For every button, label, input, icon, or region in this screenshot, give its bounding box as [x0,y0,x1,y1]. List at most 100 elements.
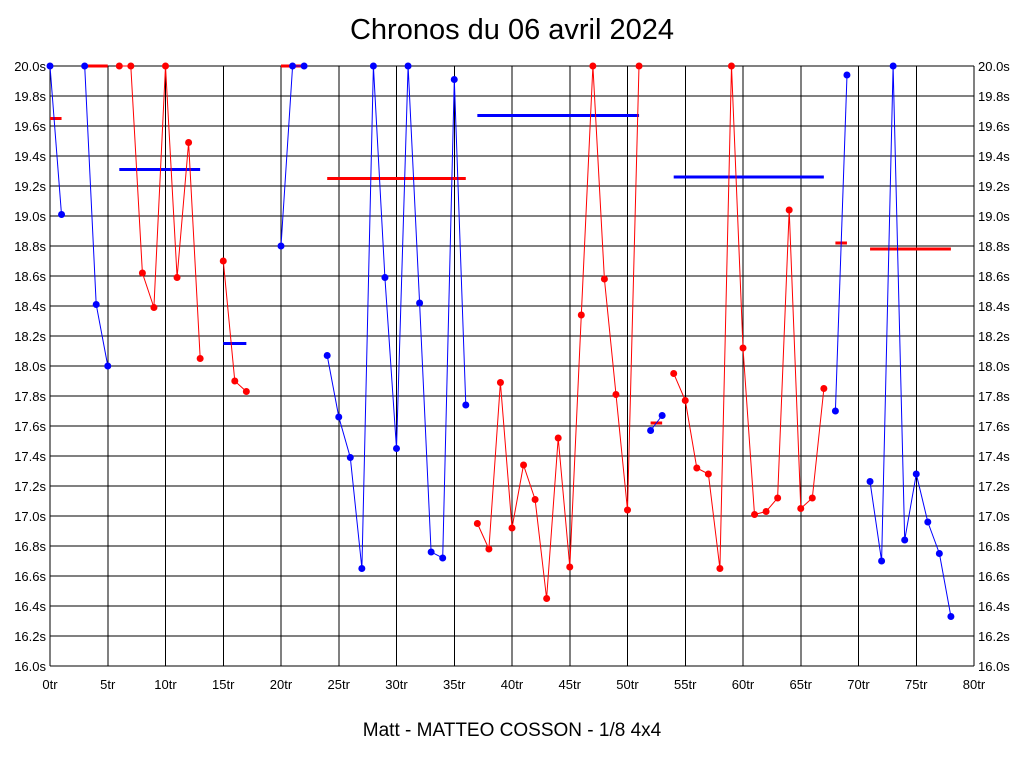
y-tick-label-right: 17.0s [978,509,1010,524]
lap-point [369,62,377,70]
y-tick-label: 19.4s [14,149,46,164]
y-tick-label-right: 20.0s [978,59,1010,74]
lap-point [439,554,447,562]
y-tick-label: 19.8s [14,89,46,104]
lap-point [485,545,493,553]
x-tick-label: 70tr [847,677,870,692]
y-tick-label-right: 18.6s [978,269,1010,284]
lap-point [670,370,678,377]
lap-point [866,478,874,485]
x-axis-ticks: 0tr 5tr 10tr 15tr 20tr 25tr 30tr 35tr 40tr 45tr 50… [42,677,985,692]
y-tick-label-right: 16.2s [978,629,1010,644]
series-segment [323,62,470,572]
x-tick-label: 45tr [559,677,582,692]
y-tick-label-right: 18.0s [978,359,1010,374]
x-tick-label: 30tr [385,677,408,692]
lap-point [751,511,759,518]
lap-point [543,595,551,602]
series-line [834,74,848,412]
lap-point [416,299,424,307]
x-tick-label: 65tr [790,677,813,692]
lap-point [127,62,135,70]
x-tick-label: 25tr [328,677,351,692]
lap-point [81,62,89,70]
x-tick-label: 20tr [270,677,293,692]
y-tick-label: 17.0s [14,509,46,524]
y-tick-label-right: 18.4s [978,299,1010,314]
lap-point [704,470,712,478]
x-tick-label: 35tr [443,677,466,692]
lap-point [219,257,227,265]
lap-point [901,536,909,544]
lap-point [912,470,920,478]
lap-point [739,344,747,352]
lap-point [774,494,782,502]
lap-point [335,413,343,421]
series-segment [115,62,204,362]
lap-point [843,71,851,79]
y-tick-label-right: 17.6s [978,419,1010,434]
lap-point [150,304,158,311]
lap-point [554,434,562,442]
y-tick-label: 16.6s [14,569,46,584]
x-axis-label: Matt - MATTEO COSSON - 1/8 4x4 [362,720,662,741]
y-tick-label-right: 17.8s [978,389,1010,404]
lap-point [289,62,297,70]
y-tick-label-right: 18.2s [978,329,1010,344]
y-tick-label-right: 18.8s [978,239,1010,254]
series-line [869,65,952,617]
y-tick-label: 18.4s [14,299,46,314]
x-tick-label: 75tr [905,677,928,692]
lap-point [346,454,354,461]
y-tick-label-right: 19.6s [978,119,1010,134]
grid [49,65,975,667]
series-segment [219,257,250,395]
series-segment [866,62,955,620]
y-axis-left-ticks: 16.0s 16.2s 16.4s 16.6s 16.8s 17.0s 17.2s 17.4s… [14,59,46,674]
y-tick-label-right: 16.6s [978,569,1010,584]
y-tick-label: 18.6s [14,269,46,284]
series-segment [46,62,66,218]
series-line [49,65,62,215]
y-tick-label-right: 19.2s [978,179,1010,194]
lap-point [820,385,828,392]
lap-point [935,550,943,557]
lap-point [693,464,701,472]
lap-point [612,391,620,398]
y-tick-label: 17.8s [14,389,46,404]
y-tick-label: 18.0s [14,359,46,374]
lap-point [231,377,239,385]
lap-point [924,518,932,526]
y-tick-label-right: 19.8s [978,89,1010,104]
lap-point [681,397,689,404]
lap-point [808,494,816,502]
lap-point [566,563,574,571]
y-tick-label: 16.8s [14,539,46,554]
lap-point [300,62,308,70]
y-axis-right-ticks: 16.0s 16.2s 16.4s 16.6s 16.8s 17.0s 17.2s 17.4s… [978,59,1010,674]
series-segment [647,412,666,434]
lap-point [727,62,735,70]
y-tick-label: 17.4s [14,449,46,464]
lap-series [46,62,955,620]
y-tick-label: 19.6s [14,119,46,134]
lap-point [138,269,146,277]
x-tick-label: 40tr [501,677,524,692]
y-tick-label: 18.8s [14,239,46,254]
series-line [476,65,640,599]
lap-point [323,352,331,359]
lap-point [427,548,435,556]
y-tick-label: 16.4s [14,599,46,614]
lap-point [358,565,366,572]
lap-point [520,461,528,469]
lap-point [797,505,805,512]
lap-point [785,206,793,214]
series-segment [670,62,828,572]
lap-point [473,520,481,527]
y-tick-label-right: 17.4s [978,449,1010,464]
lap-point [589,62,597,70]
x-tick-label: 15tr [212,677,235,692]
lap-point [104,362,112,370]
lap-point [450,76,458,83]
